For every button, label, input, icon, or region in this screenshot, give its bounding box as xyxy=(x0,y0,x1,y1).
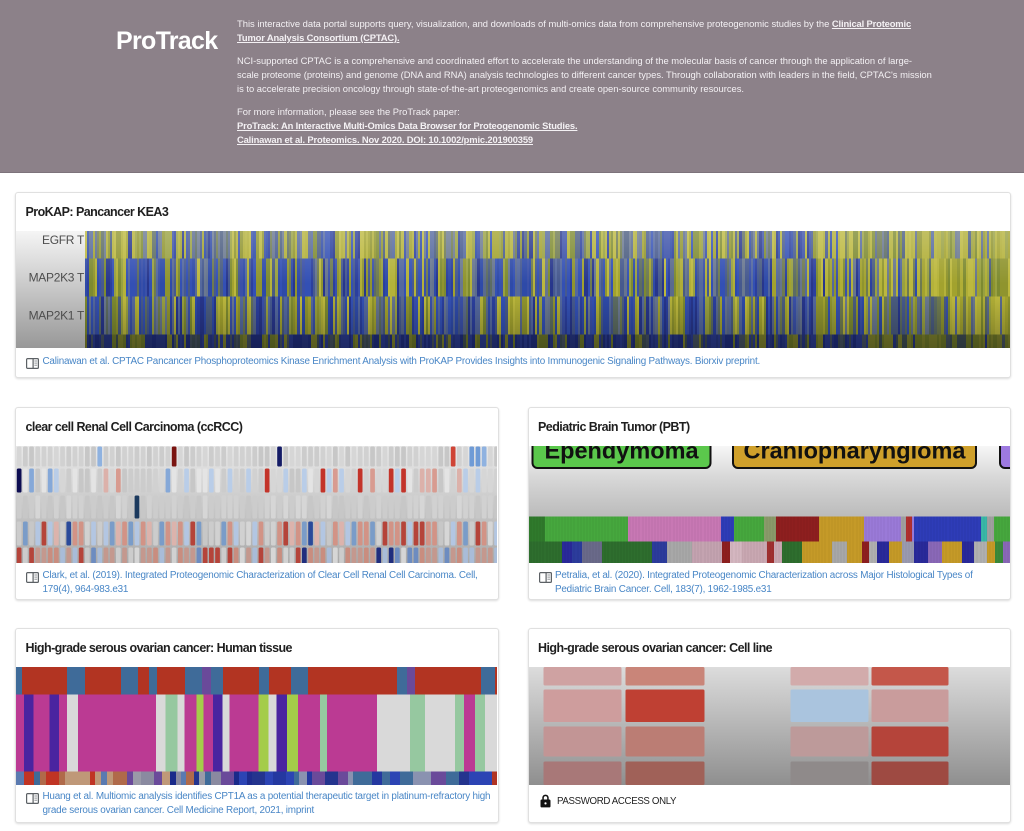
svg-text:MAP2K3 T: MAP2K3 T xyxy=(29,271,85,285)
svg-text:Ependymoma: Ependymoma xyxy=(544,446,699,463)
svg-text:Craniopharyngioma: Craniopharyngioma xyxy=(743,446,966,463)
svg-text:MAP2K1 T: MAP2K1 T xyxy=(29,309,85,323)
svg-text:EGFR T: EGFR T xyxy=(42,233,85,247)
